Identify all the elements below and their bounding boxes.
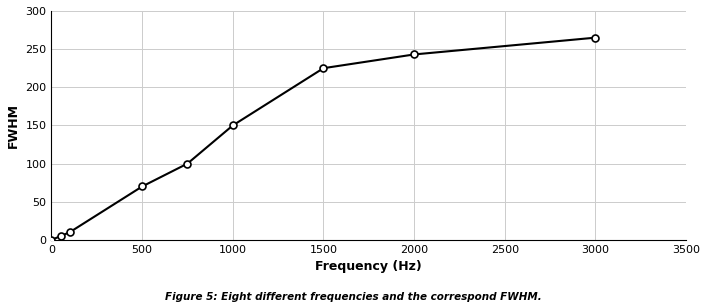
X-axis label: Frequency (Hz): Frequency (Hz) [315, 260, 422, 273]
Y-axis label: FWHM: FWHM [7, 103, 20, 148]
Text: Figure 5: Eight different frequencies and the correspond FWHM.: Figure 5: Eight different frequencies an… [165, 292, 542, 302]
